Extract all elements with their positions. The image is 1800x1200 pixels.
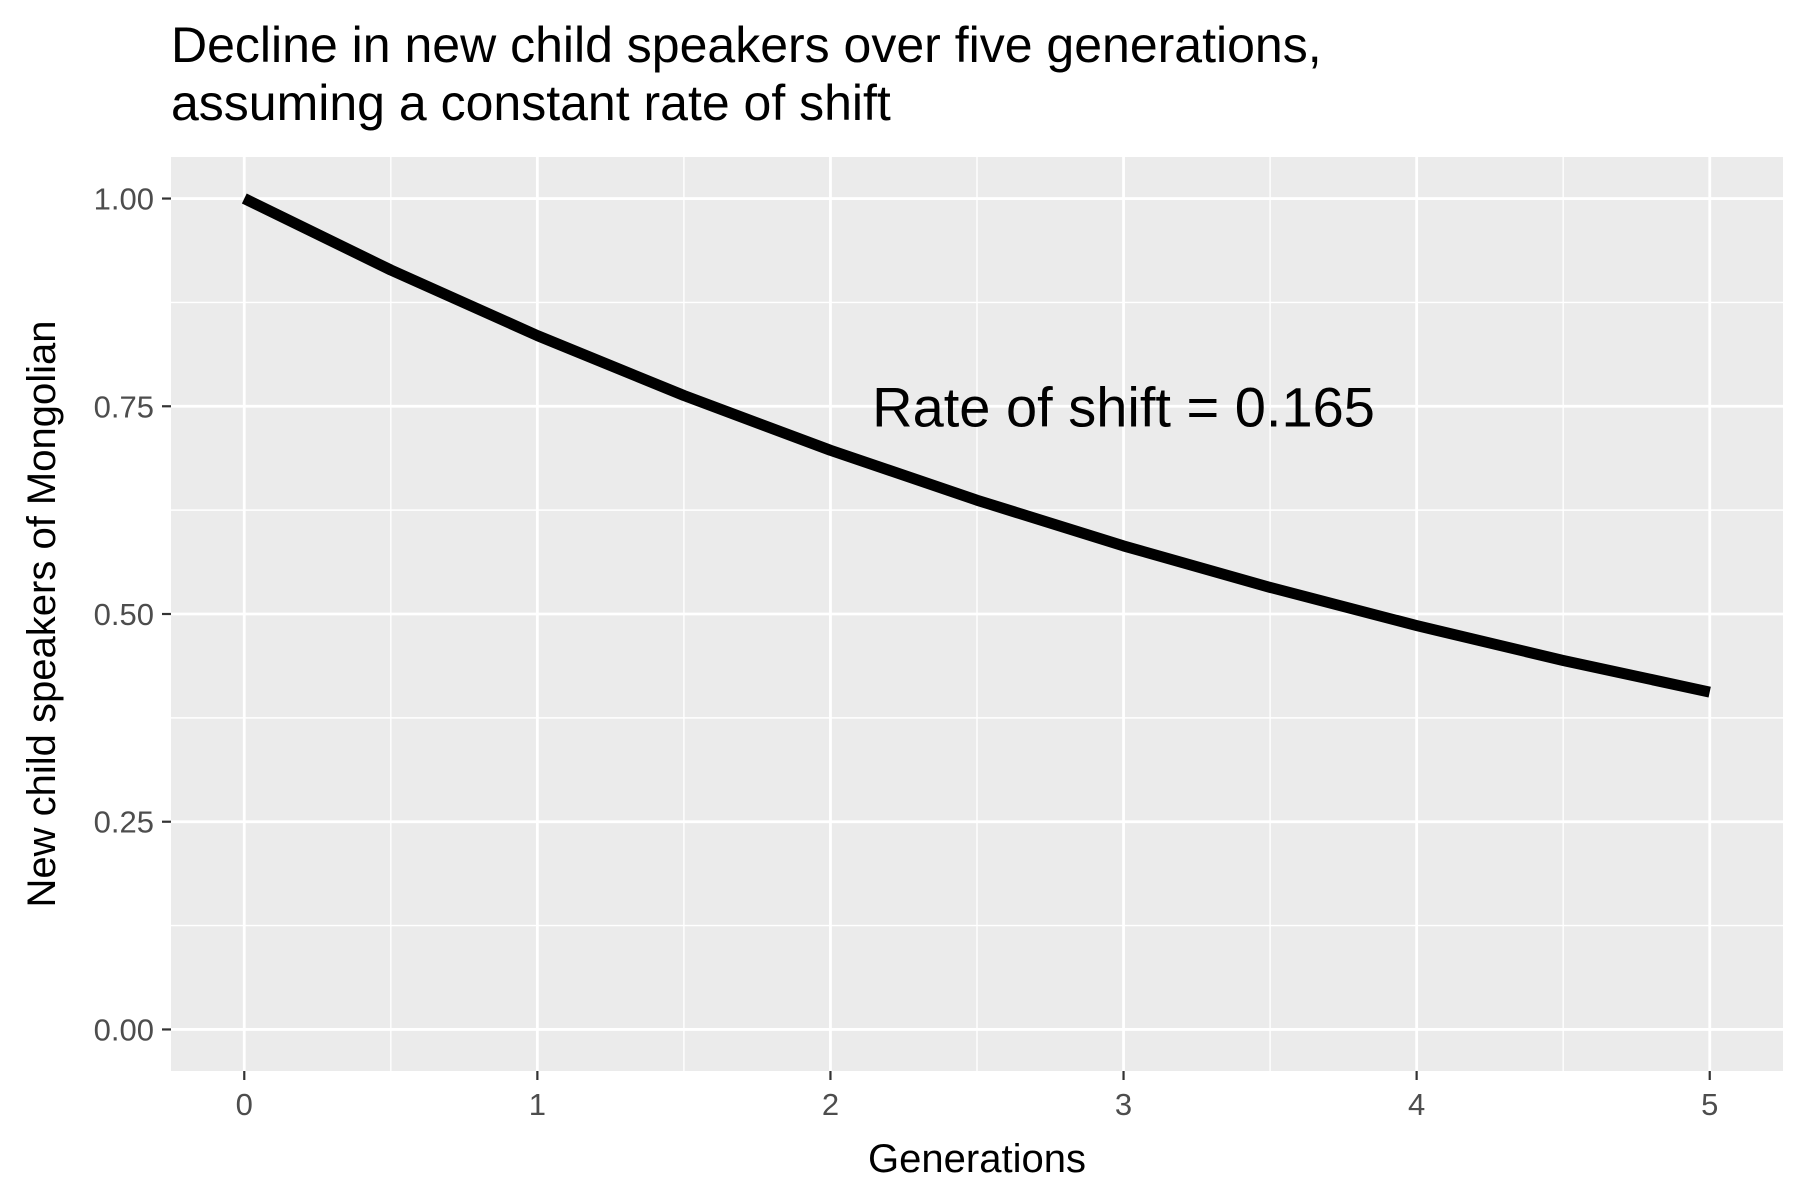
annotation-label: Rate of shift = 0.165 bbox=[872, 375, 1375, 438]
x-tick-label: 4 bbox=[1408, 1087, 1425, 1122]
data-point bbox=[243, 198, 245, 200]
data-point bbox=[976, 499, 978, 501]
y-tick-label: 0.75 bbox=[94, 389, 154, 424]
chart-title-line-1: Decline in new child speakers over five … bbox=[171, 17, 1322, 73]
data-point bbox=[683, 394, 685, 396]
x-axis-title: Generations bbox=[868, 1137, 1086, 1181]
x-axis: 0 1 2 3 4 5 bbox=[236, 1071, 1718, 1122]
annotations: Rate of shift = 0.165 bbox=[872, 375, 1375, 438]
x-tick-label: 5 bbox=[1701, 1087, 1718, 1122]
data-point bbox=[536, 335, 538, 337]
x-tick-label: 1 bbox=[529, 1087, 546, 1122]
y-axis-title: New child speakers of Mongolian bbox=[20, 321, 64, 908]
chart-title: Decline in new child speakers over five … bbox=[171, 17, 1322, 131]
y-axis: 0.00 0.25 0.50 0.75 1.00 bbox=[94, 182, 171, 1047]
data-point bbox=[1416, 625, 1418, 627]
plot-area bbox=[171, 157, 1783, 1071]
y-tick-label: 0.50 bbox=[94, 597, 154, 632]
x-tick-label: 3 bbox=[1115, 1087, 1132, 1122]
series-line bbox=[241, 193, 1711, 698]
data-point bbox=[1562, 660, 1564, 662]
y-tick-label: 0.25 bbox=[94, 805, 154, 840]
data-point bbox=[390, 269, 392, 271]
y-tick-label: 0.00 bbox=[94, 1012, 154, 1047]
data-point bbox=[829, 449, 831, 451]
data-point bbox=[1709, 691, 1711, 693]
y-tick-label: 1.00 bbox=[94, 182, 154, 217]
data-point bbox=[1123, 545, 1125, 547]
chart-title-line-2: assuming a constant rate of shift bbox=[171, 75, 891, 131]
data-point bbox=[1269, 586, 1271, 588]
x-tick-label: 2 bbox=[822, 1087, 839, 1122]
x-tick-label: 0 bbox=[236, 1087, 253, 1122]
